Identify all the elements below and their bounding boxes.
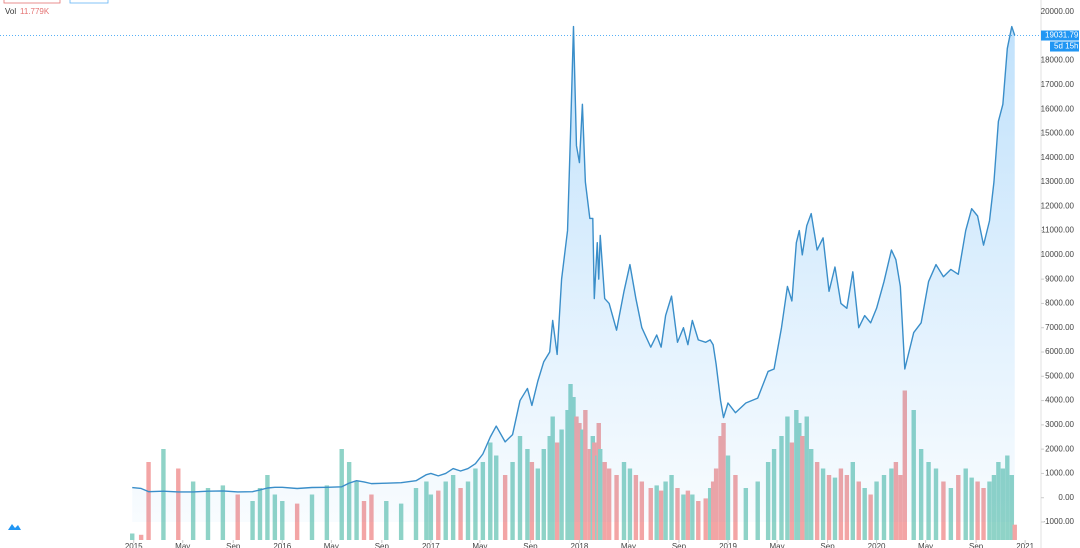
x-tick-label: 2016 [273, 542, 291, 548]
toolbar-box[interactable] [69, 0, 109, 4]
price-line [132, 25, 1016, 493]
x-tick-label: 2021 [1016, 542, 1034, 548]
volume-value: 11.779K [20, 7, 50, 16]
y-tick-label: 11000.00 [1041, 226, 1074, 235]
x-tick-label: Sep [969, 542, 984, 548]
y-tick-label: 13000.00 [1041, 177, 1075, 186]
y-tick-label: 8000.00 [1045, 299, 1074, 308]
y-tick-label: 14000.00 [1041, 153, 1075, 162]
y-tick-label: 0.00 [1058, 493, 1074, 502]
y-tick-label: 18000.00 [1041, 56, 1075, 65]
y-tick-label: 4000.00 [1045, 396, 1074, 405]
last-price-label: 19031.79 [1045, 31, 1079, 40]
y-tick-label: 1000.00 [1045, 469, 1074, 478]
x-tick-label: May [175, 542, 190, 548]
x-tick-label: 2015 [125, 542, 143, 548]
y-tick-label: 16000.00 [1041, 104, 1075, 113]
y-tick-label: 5000.00 [1045, 371, 1074, 380]
x-tick-label: May [621, 542, 636, 548]
y-tick-label: 12000.00 [1041, 201, 1075, 210]
x-tick-label: Sep [523, 542, 538, 548]
volume-label: Vol [5, 7, 16, 16]
x-tick-label: 2020 [868, 542, 886, 548]
plot-layer [132, 25, 1016, 522]
countdown-tag [1050, 41, 1079, 52]
y-tick-label: 17000.00 [1041, 80, 1075, 89]
x-tick-label: May [918, 542, 933, 548]
logo[interactable] [6, 519, 22, 533]
y-tick-label: 3000.00 [1045, 420, 1074, 429]
y-tick-label: 10000.00 [1041, 250, 1075, 259]
y-tick-label: 9000.00 [1045, 274, 1074, 283]
y-tick-label: 20000.00 [1041, 7, 1075, 16]
y-tick-label: 7000.00 [1045, 323, 1074, 332]
x-tick-label: 2018 [571, 542, 589, 548]
y-tick-label: 6000.00 [1045, 347, 1074, 356]
volume-bar [1012, 524, 1017, 540]
x-tick-label: Sep [820, 542, 835, 548]
volume-bar [138, 534, 144, 540]
toolbar-box[interactable] [3, 0, 61, 4]
y-tick-label: 2000.00 [1045, 444, 1074, 453]
x-tick-label: May [472, 542, 487, 548]
y-tick-label: -1000.00 [1042, 517, 1074, 526]
x-tick-label: Sep [375, 542, 390, 548]
x-tick-label: Sep [226, 542, 241, 548]
volume-bar [130, 533, 135, 540]
x-tick-label: May [769, 542, 784, 548]
x-tick-label: Sep [672, 542, 687, 548]
x-tick-label: 2019 [719, 542, 737, 548]
countdown-label: 5d 15h [1054, 42, 1078, 51]
y-tick-label: 15000.00 [1041, 129, 1075, 138]
x-tick-label: 2017 [422, 542, 440, 548]
area-fill [132, 26, 1015, 522]
x-tick-label: May [324, 542, 339, 548]
axes-layer: 20000.0019000.0018000.0017000.0016000.00… [0, 7, 1079, 548]
last-price-tag [1041, 30, 1079, 41]
